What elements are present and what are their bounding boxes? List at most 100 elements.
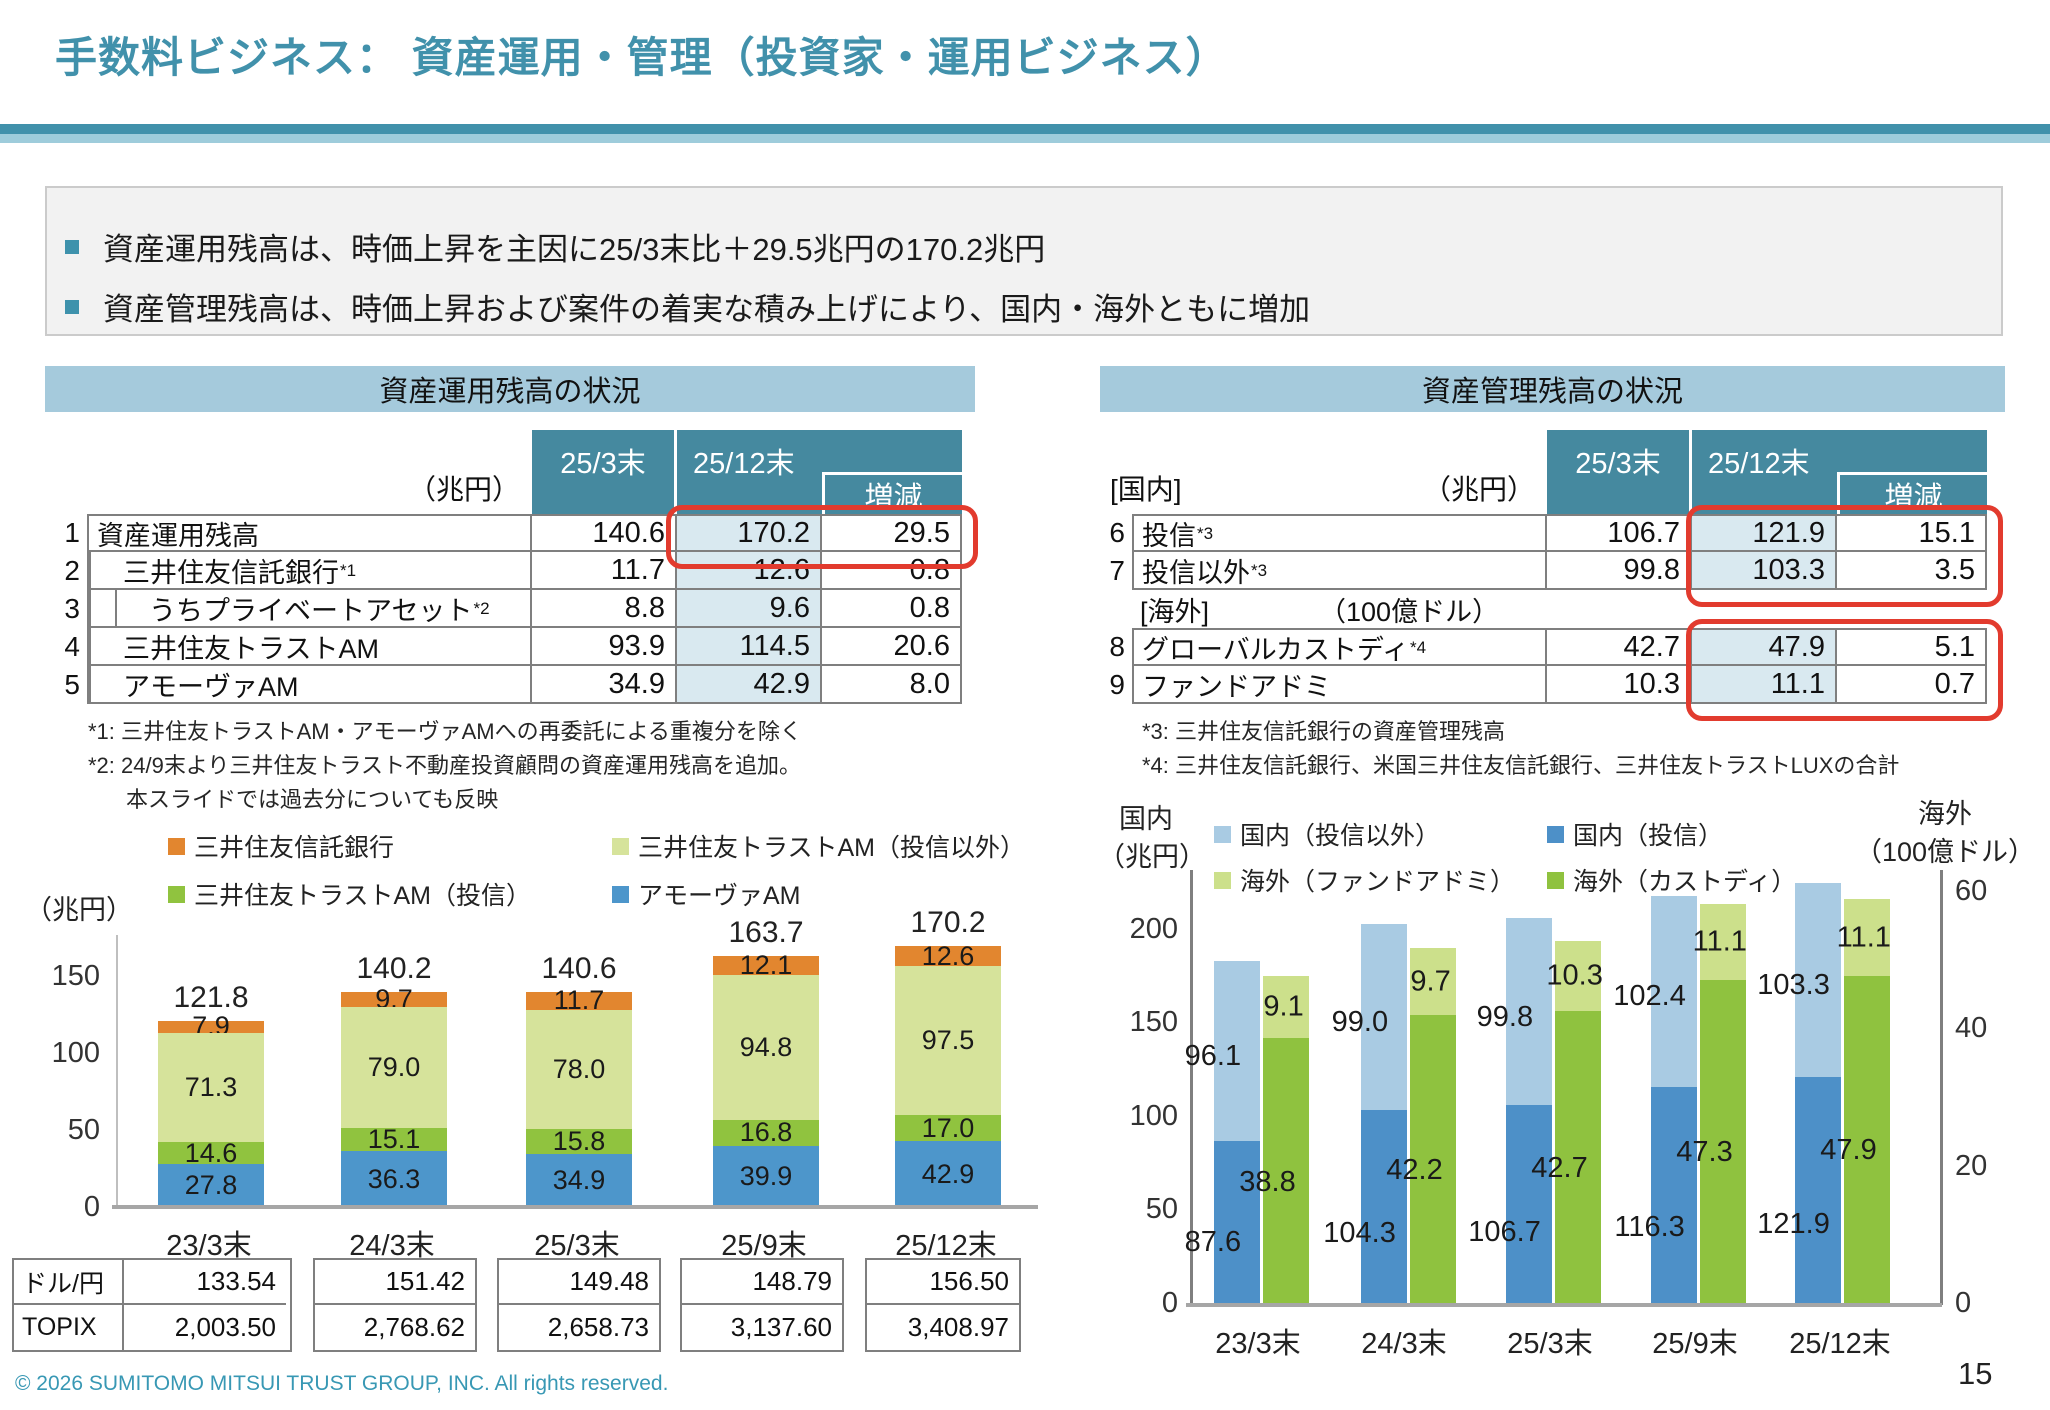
row-number: 2 — [64, 555, 80, 586]
x-label: 25/12末 — [1789, 1328, 1891, 1360]
row-number: 9 — [1109, 669, 1125, 700]
footnote-1: *1: 三井住友トラストAM・アモーヴァAMへの再委託による重複分を除く — [88, 719, 802, 744]
row-number: 5 — [64, 669, 80, 700]
legend-item: 海外（ファンドアドミ） — [1214, 862, 1515, 898]
bullet-square-icon — [65, 299, 79, 314]
segment-am-toshin: 15.8 — [526, 1126, 632, 1156]
highlight-box — [1686, 505, 2003, 607]
header-rule-dark — [0, 124, 2050, 134]
cell-value: 10.3 — [1547, 666, 1692, 704]
table-row-label: 投信以外 *3 — [1132, 552, 1547, 590]
segment-bank: 7.9 — [158, 1011, 264, 1041]
row-number: 4 — [64, 631, 80, 662]
segment-overseas-fundadmin: 11.1 — [1837, 899, 1891, 976]
y-tick-right: 20 — [1955, 1150, 1988, 1182]
cell-value: 0.8 — [822, 590, 962, 628]
segment-am-other: 79.0 — [341, 1007, 447, 1129]
table-row-label: 投信 *3 — [1132, 514, 1547, 552]
segment-bank: 11.7 — [526, 985, 632, 1015]
bullet-square-icon — [65, 239, 79, 254]
rate-value: 2,768.62 — [363, 1312, 465, 1342]
cell-value-highlight: 11.1 — [1692, 666, 1837, 704]
cell-value-highlight: 9.6 — [677, 590, 822, 628]
stacked-bar-23-3: 121.8 7.9 71.3 14.6 27.8 — [158, 981, 264, 1207]
segment-overseas-fundadmin: 9.1 — [1263, 975, 1309, 1039]
summary-box: 資産運用残高は、時価上昇を主因に25/3末比＋29.5兆円の170.2兆円 資産… — [45, 186, 2003, 336]
highlight-box — [666, 505, 978, 569]
cell-value: 0.8 — [822, 552, 962, 590]
bar-total-label: 170.2 — [910, 906, 986, 940]
segment-am-toshin: 16.8 — [713, 1117, 819, 1147]
rate-label: TOPIX — [14, 1305, 124, 1350]
segment-bank: 9.7 — [341, 984, 447, 1014]
x-label: 25/9末 — [721, 1230, 807, 1262]
col-header-25-12: 25/12末 増減 — [677, 430, 962, 514]
highlight-box — [1686, 619, 2003, 721]
segment-amova: 39.9 — [713, 1145, 819, 1207]
cell-value: 8.8 — [532, 590, 677, 628]
x-label: 25/3末 — [1507, 1328, 1593, 1360]
legend-item: 国内（投信） — [1547, 816, 1723, 852]
segment-domestic-toshin: 87.6 — [1185, 1141, 1260, 1305]
row-number: 6 — [1109, 517, 1125, 548]
cell-value-highlight: 170.2 — [677, 514, 822, 552]
table-row-label: 三井住友信託銀行 *1 — [87, 552, 532, 590]
y-tick-left: 150 — [1129, 1006, 1178, 1038]
right-axis-label: 海外 （100億ドル） — [1854, 799, 2036, 867]
legend-item: アモーヴァAM — [612, 876, 801, 912]
col-header-25-3: 25/3末 — [1547, 430, 1692, 514]
cell-value-highlight: 103.3 — [1692, 552, 1837, 590]
segment-overseas-custody: 42.7 — [1531, 1011, 1601, 1305]
page-number: 15 — [1958, 1356, 1993, 1391]
footnote-4: *4: 三井住友信託銀行、米国三井住友信託銀行、三井住友トラストLUXの合計 — [1142, 753, 1900, 778]
rate-value: 2,658.73 — [547, 1312, 649, 1342]
left-axis-label: 国内 （兆円） — [1098, 804, 1206, 872]
overseas-section-label: [海外] （100億ドル） — [1132, 590, 1547, 628]
rates-table-labels: ドル/円 133.54 TOPIX 2,003.50 — [12, 1258, 292, 1352]
segment-amova: 34.9 — [526, 1153, 632, 1207]
cell-value: 34.9 — [532, 666, 677, 704]
table-row-label: うちプライベートアセット *2 — [87, 590, 532, 628]
legend-item: 三井住友信託銀行 — [168, 828, 394, 864]
segment-overseas-custody: 47.3 — [1676, 979, 1746, 1305]
y-tick-left: 0 — [1161, 1287, 1178, 1319]
x-axis — [1186, 1303, 1942, 1307]
x-label: 25/9末 — [1652, 1328, 1738, 1360]
footnote-2b: 本スライドでは過去分についても反映 — [126, 787, 499, 812]
table-unit-header: [国内] （兆円） — [1100, 430, 1547, 514]
segment-overseas-fundadmin: 9.7 — [1410, 948, 1456, 1015]
x-label: 24/3末 — [1361, 1328, 1447, 1360]
asset-custody-chart: 96.1 87.6 9.1 38.8 99.0 104.3 9.7 42.2 9… — [1185, 870, 1943, 1305]
legend-swatch-lightblue — [1214, 825, 1231, 843]
segment-domestic-other: 103.3 — [1757, 883, 1841, 1077]
segment-amova: 42.9 — [895, 1141, 1001, 1207]
row-number: 3 — [64, 593, 80, 624]
segment-am-toshin: 17.0 — [895, 1113, 1001, 1143]
segment-domestic-other: 102.4 — [1613, 895, 1697, 1088]
legend-swatch-blue — [612, 885, 629, 903]
legend-item: 国内（投信以外） — [1214, 816, 1440, 852]
segment-am-other: 97.5 — [895, 965, 1001, 1116]
y-axis-unit-label: （兆円） — [25, 895, 133, 925]
table-unit-header: （兆円） — [55, 430, 532, 514]
segment-domestic-toshin: 104.3 — [1323, 1109, 1407, 1305]
rate-value: 149.48 — [499, 1260, 659, 1305]
segment-overseas-fundadmin: 11.1 — [1693, 903, 1747, 980]
legend-swatch-blue — [1547, 825, 1564, 843]
y-tick-right: 0 — [1955, 1287, 1972, 1319]
y-tick-right: 40 — [1955, 1012, 1988, 1044]
asset-management-table: （兆円） 25/3末 25/12末 増減 1 資産運用残高 140.6 170.… — [55, 430, 962, 704]
footnote-2: *2: 24/9末より三井住友トラスト不動産投資顧問の資産運用残高を追加。 — [88, 753, 801, 778]
rates-table: 151.42 2,768.62 — [313, 1258, 477, 1352]
cell-value-highlight: 114.5 — [677, 628, 822, 666]
col-header-25-3: 25/3末 — [532, 430, 677, 514]
cell-value: 0.7 — [1837, 666, 1987, 704]
footnote-3: *3: 三井住友信託銀行の資産管理残高 — [1142, 719, 1506, 744]
segment-am-other: 94.8 — [713, 974, 819, 1121]
header-rule-light — [0, 134, 2050, 143]
rate-value: 156.50 — [867, 1260, 1019, 1305]
segment-overseas-custody: 38.8 — [1239, 1038, 1309, 1305]
cell-value-highlight: 42.9 — [677, 666, 822, 704]
segment-domestic-toshin: 116.3 — [1614, 1087, 1697, 1305]
row-number — [1100, 590, 1132, 628]
